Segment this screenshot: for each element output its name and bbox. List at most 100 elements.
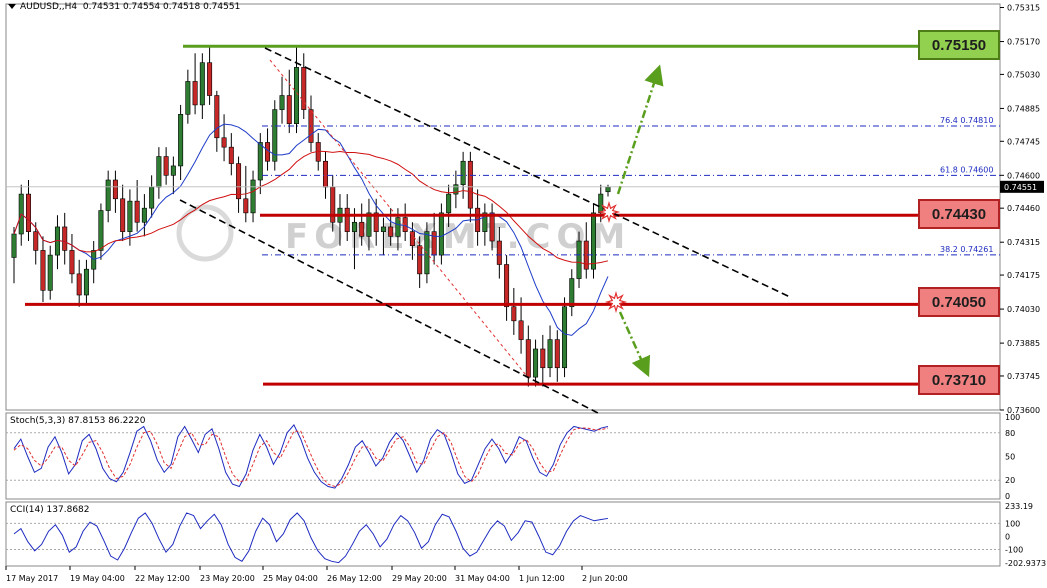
candle-bull (366, 212, 372, 237)
stoch-panel-frame (5, 412, 1001, 500)
candle-bull (11, 233, 17, 258)
projection-down-arrow (618, 311, 651, 378)
candle-bear (69, 250, 75, 275)
candle-bear (402, 217, 408, 232)
candle-bear (496, 240, 502, 265)
stoch-tick-label: 80 (1005, 429, 1015, 438)
symbol-ohlc: 0.74531 0.74554 0.74518 0.74551 (82, 2, 241, 12)
candle-bull (598, 193, 604, 214)
price-tick-label: 0.74745 (1007, 137, 1040, 146)
candle-bear (525, 339, 531, 378)
cci-tick-label: -100 (1005, 546, 1023, 555)
candle-bear (236, 163, 242, 200)
candle-bear (322, 160, 328, 188)
candle-bear (221, 137, 227, 148)
time-tick-label: 25 May 04:00 (263, 574, 318, 583)
channel-upper-line (264, 47, 791, 298)
candle-bear (265, 142, 271, 162)
candle-bull (395, 217, 401, 237)
candle-bear (207, 62, 213, 96)
candle-bull (156, 156, 162, 188)
candle-bear (163, 156, 169, 176)
candle-bear (554, 339, 560, 369)
candle-bear (388, 226, 394, 237)
stoch-title: Stoch(5,3,3) 87.8153 86.2220 (10, 416, 146, 426)
candle-bear (228, 146, 234, 164)
fib-trendline (269, 59, 531, 381)
stoch-signal-line (13, 427, 609, 488)
candle-bull (605, 186, 611, 193)
candle-bull (105, 179, 111, 211)
price-tick-label: 0.74460 (1007, 204, 1040, 213)
candle-bull (279, 95, 285, 110)
chevron-down-icon[interactable] (8, 4, 16, 9)
stoch-tick-label: 50 (1005, 453, 1015, 462)
cci-tick-label: -202.9373 (1005, 559, 1046, 568)
time-tick-label: 17 May 2017 (6, 574, 58, 583)
time-tick-label: 19 May 04:00 (70, 574, 125, 583)
price-tick-label: 0.75315 (1007, 4, 1040, 13)
candle-bull (351, 221, 357, 232)
candle-bear (76, 273, 82, 296)
price-tick-label: 0.74315 (1007, 238, 1040, 247)
stoch-tick-label: 100 (1005, 413, 1020, 422)
candle-bear (489, 212, 495, 242)
candle-bear (214, 95, 220, 139)
candle-bull (272, 109, 278, 162)
candle-bear (540, 348, 546, 369)
candle-bull (141, 207, 147, 223)
candle-bear (33, 231, 39, 251)
symbol-header: AUDUSD,,H4 0.74531 0.74554 0.74518 0.745… (8, 2, 240, 12)
candle-bull (380, 226, 386, 232)
projection-up-arrow (616, 64, 664, 195)
price-tick-label: 0.74885 (1007, 104, 1040, 113)
time-tick-label: 26 May 12:00 (327, 574, 382, 583)
candle-bear (330, 186, 336, 223)
cci-panel-frame (5, 501, 1001, 567)
level-box-75150: 0.75150 (918, 30, 1000, 60)
candle-bull (47, 254, 53, 291)
cci-tick-label: 0 (1005, 532, 1010, 541)
candle-bear (504, 264, 510, 308)
candle-bear (112, 179, 118, 200)
candle-bull (185, 81, 191, 115)
breakdown-star-icon (604, 290, 628, 314)
candle-bear (417, 245, 423, 275)
candle-bear (62, 226, 68, 251)
cci-tick-label: 100 (1005, 519, 1020, 528)
time-tick-label: 23 May 20:00 (200, 574, 255, 583)
stoch-tick-label: 0 (1005, 492, 1010, 501)
candle-bull (170, 165, 176, 176)
level-box-74430: 0.74430 (918, 199, 1000, 229)
fib-label: 76.4 0.74810 (940, 116, 993, 125)
candle-bull (98, 210, 104, 251)
candle-bull (562, 306, 568, 369)
level-box-73710: 0.73710 (918, 365, 1000, 395)
price-tick-label: 0.73600 (1007, 406, 1040, 415)
candle-bull (591, 212, 597, 270)
candle-bull (83, 268, 89, 296)
candle-bull (547, 339, 553, 369)
candle-bear (373, 212, 379, 232)
breakout-star-icon (597, 200, 621, 224)
ma-fast-line (13, 123, 609, 336)
candle-bear (301, 67, 307, 110)
candle-bull (199, 62, 205, 106)
candle-bull (576, 240, 582, 279)
time-tick-label: 1 Jun 12:00 (519, 574, 565, 583)
cci-line (13, 512, 609, 564)
candle-bear (431, 231, 437, 256)
current-price-label: 0.74551 (1004, 183, 1037, 192)
candle-bull (127, 200, 133, 232)
candle-bear (134, 200, 140, 223)
candle-bear (511, 306, 517, 322)
price-tick-label: 0.75170 (1007, 38, 1040, 47)
candle-bull (178, 114, 184, 167)
time-tick-label: 31 May 04:00 (455, 574, 510, 583)
stoch-tick-label: 20 (1005, 476, 1015, 485)
candle-bear (25, 193, 31, 232)
time-tick-label: 22 May 12:00 (135, 574, 190, 583)
candle-bear (344, 207, 350, 232)
stoch-main-line (13, 423, 609, 489)
